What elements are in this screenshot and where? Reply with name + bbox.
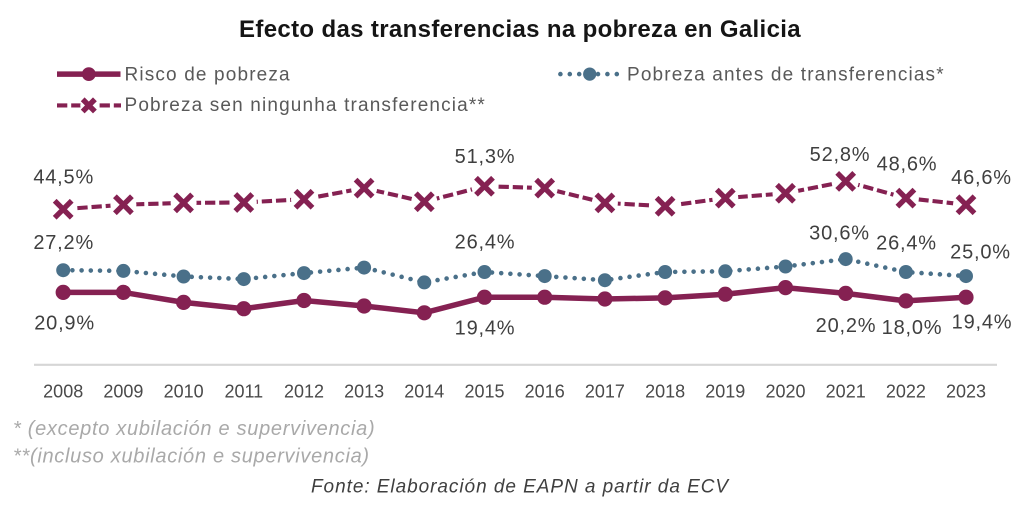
svg-text:2012: 2012 <box>284 382 324 402</box>
svg-text:2016: 2016 <box>525 382 565 402</box>
svg-text:2022: 2022 <box>886 382 926 402</box>
svg-text:2008: 2008 <box>43 382 83 402</box>
svg-text:Fonte: Elaboración de EAPN a p: Fonte: Elaboración de EAPN a partir da E… <box>311 476 730 497</box>
svg-text:2013: 2013 <box>344 382 384 402</box>
svg-text:26,4%: 26,4% <box>876 233 937 255</box>
svg-text:Pobreza antes de transferencia: Pobreza antes de transferencias* <box>627 65 945 86</box>
svg-text:26,4%: 26,4% <box>455 232 516 254</box>
svg-text:19,4%: 19,4% <box>952 312 1013 334</box>
svg-text:2009: 2009 <box>103 382 143 402</box>
svg-text:19,4%: 19,4% <box>455 318 516 340</box>
svg-text:2014: 2014 <box>404 382 444 402</box>
svg-text:27,2%: 27,2% <box>33 232 94 254</box>
svg-text:20,9%: 20,9% <box>34 313 95 335</box>
svg-text:2020: 2020 <box>765 382 805 402</box>
svg-text:2018: 2018 <box>645 382 685 402</box>
svg-text:48,6%: 48,6% <box>877 154 938 176</box>
svg-text:52,8%: 52,8% <box>810 144 871 166</box>
svg-text:2021: 2021 <box>826 382 866 402</box>
svg-text:2019: 2019 <box>705 382 745 402</box>
svg-text:Pobreza sen ningunha transfere: Pobreza sen ningunha transferencia** <box>125 95 486 116</box>
svg-text:2017: 2017 <box>585 382 625 402</box>
svg-text:**(incluso xubilación e superv: **(incluso xubilación e supervivencia) <box>13 445 370 467</box>
svg-text:2015: 2015 <box>464 382 504 402</box>
svg-text:* (excepto xubilación e superv: * (excepto xubilación e supervivencia) <box>13 418 375 440</box>
svg-text:44,5%: 44,5% <box>33 167 94 189</box>
svg-text:20,2%: 20,2% <box>816 315 877 337</box>
svg-text:2011: 2011 <box>224 382 263 402</box>
svg-text:51,3%: 51,3% <box>455 146 516 168</box>
svg-text:2023: 2023 <box>946 382 986 402</box>
svg-text:30,6%: 30,6% <box>809 223 870 245</box>
svg-text:Efecto das transferencias na p: Efecto das transferencias na pobreza en … <box>239 16 801 43</box>
svg-text:25,0%: 25,0% <box>950 241 1011 263</box>
svg-text:Risco de pobreza: Risco de pobreza <box>125 65 291 86</box>
svg-text:2010: 2010 <box>164 382 204 402</box>
svg-text:46,6%: 46,6% <box>951 167 1012 189</box>
svg-text:18,0%: 18,0% <box>882 317 943 339</box>
